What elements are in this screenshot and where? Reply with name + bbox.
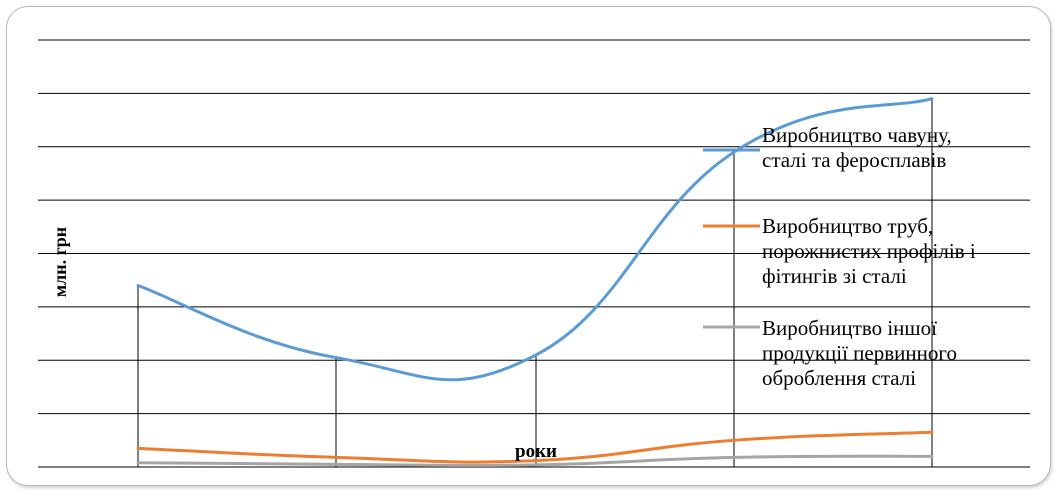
x-axis-label: роки <box>515 441 557 462</box>
legend-item-1: Виробництво чавуну, сталі та феросплавів <box>703 123 952 172</box>
y-axis-label: млн. грн <box>50 227 70 297</box>
gridlines <box>38 39 1030 468</box>
series-line-1 <box>136 97 934 382</box>
legend-label: Виробництво іншої продукції первинного обр… <box>762 316 957 390</box>
chart-frame <box>6 6 1051 486</box>
legend-label: Виробництво чавуну, сталі та феросплавів <box>762 123 952 172</box>
legend: Виробництво чавуну, сталі та феросплавів В… <box>703 123 976 390</box>
legend-item-3: Виробництво іншої продукції первинного обр… <box>703 316 957 390</box>
series-lines <box>136 97 934 468</box>
drop-lines <box>137 98 933 467</box>
